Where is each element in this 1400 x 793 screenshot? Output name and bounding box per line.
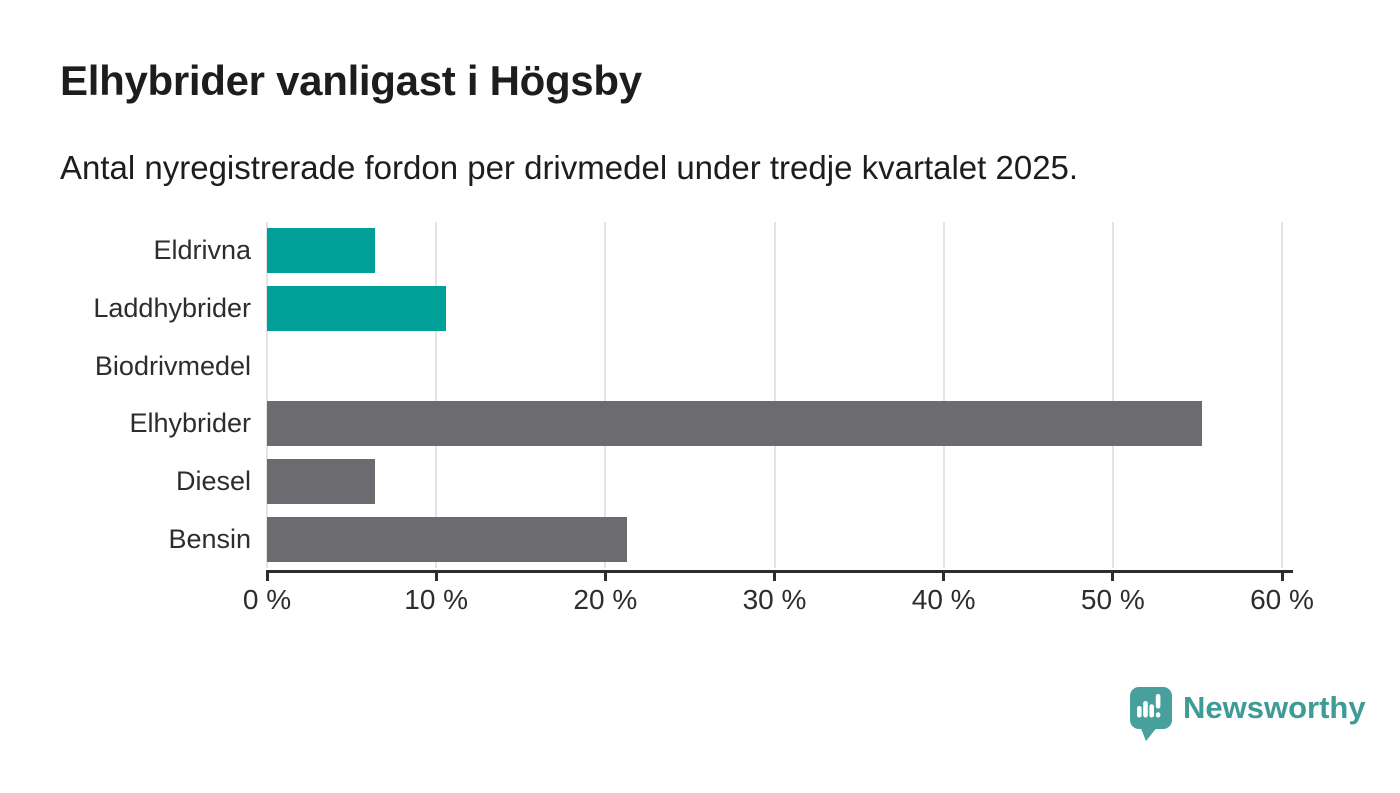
bar-row	[267, 222, 1282, 280]
x-tick	[603, 573, 607, 581]
brand-name: Newsworthy	[1183, 690, 1366, 725]
x-tick-label: 50 %	[1080, 584, 1145, 615]
bar-row	[267, 510, 1282, 568]
x-tick	[773, 573, 776, 581]
bar-laddhybrider	[267, 285, 447, 331]
gridline	[435, 222, 438, 568]
plot-area	[266, 222, 1283, 568]
x-tick-label: 10 %	[404, 584, 469, 615]
x-tick	[942, 573, 946, 581]
gridline	[604, 222, 607, 568]
newsworthy-logo-icon	[1130, 687, 1172, 741]
bar-diesel	[267, 458, 376, 504]
chart-title: Elhybrider vanligast i Högsby	[60, 57, 642, 104]
gridline	[942, 222, 945, 568]
bar-row	[267, 395, 1282, 453]
x-tick-label: 60 %	[1250, 584, 1314, 615]
x-axis: 0 % 10 % 20 % 30 % 40 % 50 % 60 %	[243, 570, 1314, 630]
gridline	[266, 222, 268, 568]
x-tick	[434, 573, 438, 581]
x-tick-label: 40 %	[911, 584, 976, 615]
category-label-bensin: Bensin	[168, 523, 251, 554]
x-tick-label: 30 %	[742, 584, 807, 615]
brand-footer: Newsworthy	[1128, 686, 1366, 743]
bar-bensin	[267, 516, 628, 562]
gridline	[773, 222, 776, 568]
x-tick-label: 20 %	[573, 584, 638, 615]
category-label-laddhybrider: Laddhybrider	[93, 292, 251, 323]
bar-elhybrider	[267, 401, 1203, 447]
bar-row	[267, 453, 1282, 511]
bar-eldrivna	[267, 228, 376, 274]
category-labels: Eldrivna Laddhybrider Biodrivmedel Elhybrid…	[0, 222, 251, 568]
bar-row	[267, 280, 1282, 338]
x-axis-line	[266, 570, 1293, 573]
chart-subtitle: Antal nyregistrerade fordon per drivmede…	[60, 149, 1079, 186]
x-tick-label: 0 %	[242, 584, 292, 615]
category-label-elhybrider: Elhybrider	[129, 408, 251, 439]
x-tick	[1280, 573, 1284, 581]
category-label-eldrivna: Eldrivna	[153, 235, 251, 266]
x-tick	[265, 573, 269, 581]
gridline	[1281, 222, 1283, 568]
category-label-diesel: Diesel	[175, 465, 251, 496]
bar-row	[267, 337, 1282, 395]
x-tick	[1111, 573, 1115, 581]
category-label-biodrivmedel: Biodrivmedel	[94, 350, 251, 381]
gridline	[1111, 222, 1114, 568]
